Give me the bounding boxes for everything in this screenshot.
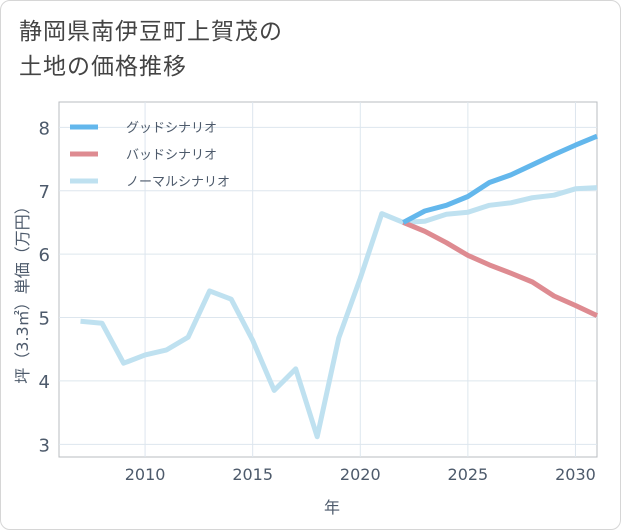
- series-line-2: [402, 220, 599, 318]
- y-tick-label-7: 7: [39, 182, 50, 203]
- chart-title-line2: 土地の価格推移: [19, 54, 187, 80]
- series-line-1: [402, 133, 598, 225]
- x-tick-label-2030: 2030: [555, 465, 596, 484]
- y-tick-label-5: 5: [39, 309, 50, 330]
- y-tick-label-4: 4: [39, 372, 50, 393]
- y-tick-label-6: 6: [39, 245, 50, 266]
- chart-title: 静岡県南伊豆町上賀茂の 土地の価格推移: [19, 15, 283, 85]
- x-tick-label-2020: 2020: [340, 465, 381, 484]
- legend-label-1: グッドシナリオ: [126, 121, 217, 136]
- y-axis-label: 坪（3.3㎡）単価（万円）: [13, 198, 32, 383]
- legend-label-2: バッドシナリオ: [126, 148, 217, 163]
- x-tick-label-2025: 2025: [448, 465, 489, 484]
- legend-label-3: ノーマルシナリオ: [126, 175, 230, 190]
- axis-ticks: 2010 2015 2020 2025 2030 3 4 5 6 7 8: [39, 118, 596, 484]
- x-tick-label-2010: 2010: [125, 465, 166, 484]
- y-tick-label-8: 8: [39, 118, 50, 139]
- x-axis-label: 年: [324, 498, 340, 517]
- grid-lines: [59, 102, 597, 457]
- chart-title-line1: 静岡県南伊豆町上賀茂の: [19, 19, 283, 45]
- series-lines: [80, 133, 599, 440]
- series-line-3: [80, 185, 598, 440]
- x-tick-label-2015: 2015: [232, 465, 273, 484]
- y-tick-label-3: 3: [39, 435, 50, 456]
